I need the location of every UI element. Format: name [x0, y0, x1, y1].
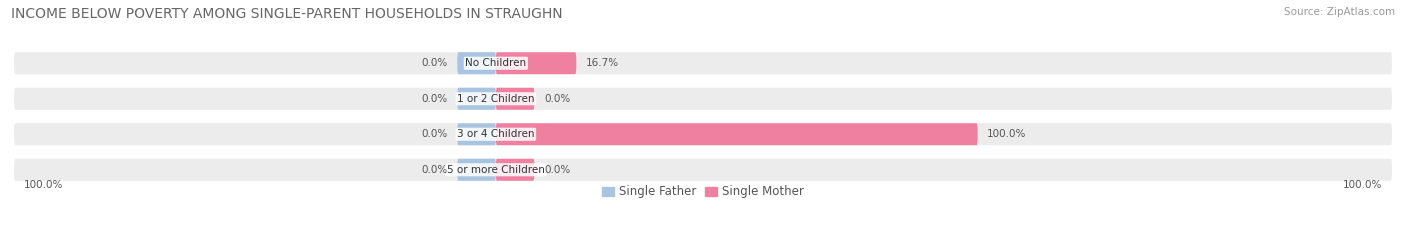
Text: 0.0%: 0.0%	[544, 94, 571, 104]
FancyBboxPatch shape	[457, 159, 496, 181]
Text: No Children: No Children	[465, 58, 526, 68]
Text: 3 or 4 Children: 3 or 4 Children	[457, 129, 534, 139]
FancyBboxPatch shape	[496, 52, 576, 74]
FancyBboxPatch shape	[457, 123, 496, 145]
FancyBboxPatch shape	[14, 159, 1392, 181]
FancyBboxPatch shape	[14, 123, 1392, 145]
FancyBboxPatch shape	[496, 159, 534, 181]
FancyBboxPatch shape	[14, 88, 1392, 110]
Text: 16.7%: 16.7%	[586, 58, 619, 68]
Legend: Single Father, Single Mother: Single Father, Single Mother	[598, 181, 808, 203]
Text: 0.0%: 0.0%	[422, 165, 447, 175]
Text: 0.0%: 0.0%	[422, 58, 447, 68]
Text: 0.0%: 0.0%	[544, 165, 571, 175]
Text: 100.0%: 100.0%	[987, 129, 1026, 139]
FancyBboxPatch shape	[457, 52, 496, 74]
Text: Source: ZipAtlas.com: Source: ZipAtlas.com	[1284, 7, 1395, 17]
FancyBboxPatch shape	[457, 88, 496, 110]
FancyBboxPatch shape	[496, 123, 977, 145]
FancyBboxPatch shape	[14, 52, 1392, 74]
Text: 5 or more Children: 5 or more Children	[447, 165, 544, 175]
Text: 0.0%: 0.0%	[422, 129, 447, 139]
Text: 100.0%: 100.0%	[1343, 180, 1382, 190]
FancyBboxPatch shape	[496, 88, 534, 110]
Text: 0.0%: 0.0%	[422, 94, 447, 104]
Text: INCOME BELOW POVERTY AMONG SINGLE-PARENT HOUSEHOLDS IN STRAUGHN: INCOME BELOW POVERTY AMONG SINGLE-PARENT…	[11, 7, 562, 21]
Text: 1 or 2 Children: 1 or 2 Children	[457, 94, 534, 104]
Text: 100.0%: 100.0%	[24, 180, 63, 190]
